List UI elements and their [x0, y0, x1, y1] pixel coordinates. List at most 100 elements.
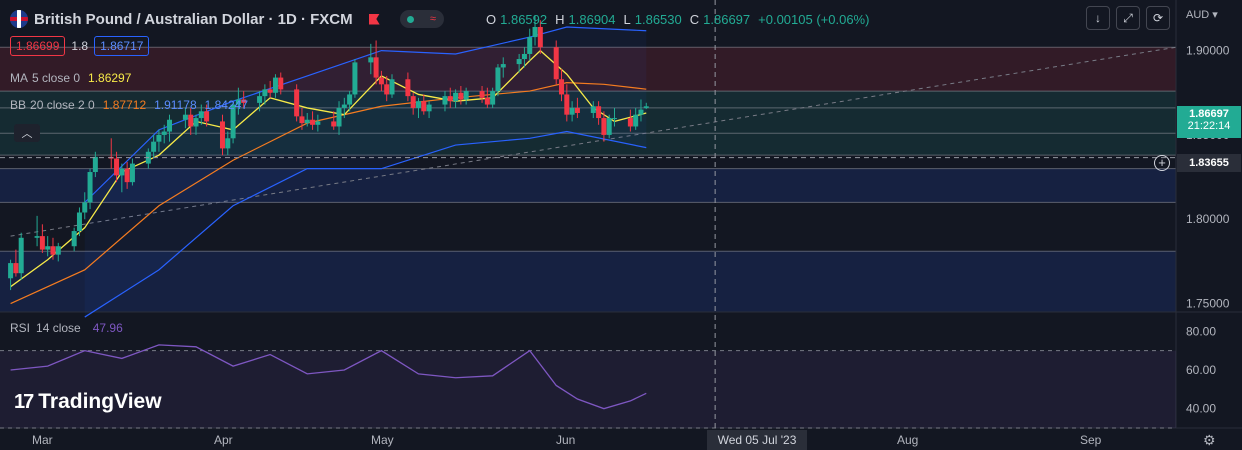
rsi-legend[interactable]: RSI 14 close 47.96 — [10, 321, 123, 335]
rsi-value: 47.96 — [92, 321, 123, 335]
candle-body-0 — [8, 263, 14, 279]
price-zone-3 — [0, 251, 1176, 312]
candle-body-59 — [447, 96, 453, 102]
candle-body-32 — [241, 99, 247, 103]
candle-body-31 — [235, 99, 241, 105]
candle-body-46 — [347, 94, 353, 105]
ohlc-readout: O 1.86592 H 1.86904 L 1.86530 C 1.86697 +0.0… — [486, 12, 873, 27]
buy-button[interactable]: 1.86717 — [94, 36, 150, 56]
candle-body-2 — [18, 237, 24, 274]
pair-flag-icon — [10, 10, 28, 28]
expand-icon: ⤢ — [1123, 10, 1133, 25]
candle-body-55 — [415, 101, 421, 108]
arrow-down-icon: ↓ — [1095, 11, 1101, 25]
candle-body-52 — [389, 79, 395, 95]
rsi-pane — [0, 344, 1176, 429]
price-axis: 1.900001.850001.800001.7500080.0060.0040… — [1186, 44, 1230, 416]
symbol-title[interactable]: British Pound / Australian Dollar · 1D ·… — [34, 10, 353, 28]
rsi-params: 14 close — [36, 321, 81, 335]
candle-body-64 — [484, 97, 490, 105]
candle-body-60 — [453, 92, 459, 102]
currency-selector[interactable]: AUD ▾ — [1186, 9, 1218, 21]
candle-body-43 — [331, 121, 337, 127]
price-zone-2 — [0, 168, 1176, 203]
rsi-tick-0: 80.00 — [1186, 324, 1216, 338]
candle-body-27 — [204, 111, 210, 122]
candle-body-1 — [13, 263, 19, 274]
candle-body-28 — [219, 121, 225, 149]
spread-value: 1.8 — [71, 39, 89, 53]
candle-body-26 — [198, 111, 204, 119]
sell-button[interactable]: 1.86699 — [10, 36, 66, 56]
candle-body-17 — [129, 163, 135, 183]
candle-body-23 — [182, 114, 188, 120]
candle-body-48 — [368, 57, 374, 63]
bb-legend[interactable]: BB 20 close 2 0 1.87712 1.91178 1.84247 — [10, 98, 248, 112]
rsi-line — [10, 344, 647, 410]
time-label-aug: Aug — [897, 433, 919, 447]
candle-body-70 — [527, 37, 533, 54]
candle-body-20 — [156, 134, 162, 142]
candle-body-68 — [516, 59, 522, 65]
bollinger-upper-line — [84, 26, 647, 203]
refresh-icon: ⟳ — [1152, 11, 1164, 25]
candle-body-86 — [643, 106, 649, 109]
refresh-button[interactable]: ⟳ — [1146, 6, 1170, 30]
candle-body-3 — [34, 236, 40, 238]
candle-body-82 — [611, 118, 617, 120]
crosshair-price-tag: 1.83655 — [1177, 154, 1241, 172]
chart-settings-button[interactable]: ⚙ — [1203, 432, 1216, 449]
low-key: L — [623, 12, 631, 27]
gear-icon: ⚙ — [1203, 432, 1216, 448]
symbol-header: British Pound / Australian Dollar · 1D ·… — [10, 8, 444, 30]
market-status-pill[interactable]: ≈ — [399, 10, 444, 28]
ma-legend[interactable]: MA 5 close 0 1.86297 — [10, 71, 131, 85]
candle-body-66 — [495, 67, 501, 92]
low-value: 1.86530 — [634, 12, 682, 27]
add-alert-plus-icon[interactable]: + — [1154, 155, 1170, 171]
bb-upper-value: 1.91178 — [154, 98, 197, 112]
candle-body-50 — [378, 77, 384, 85]
candle-body-14 — [114, 158, 120, 176]
bollinger-basis-line — [10, 82, 647, 305]
candle-body-58 — [442, 96, 448, 105]
candle-body-41 — [310, 119, 316, 125]
currency-label: AUD — [1186, 9, 1210, 21]
candle-body-62 — [463, 91, 469, 100]
rsi-band-fill — [0, 350, 1176, 428]
crosshair-date-tag: Wed 05 Jul '23 — [707, 430, 807, 450]
fullscreen-button[interactable]: ⤢ — [1116, 6, 1140, 30]
candle-body-61 — [458, 92, 464, 100]
scroll-down-button[interactable]: ↓ — [1086, 6, 1110, 30]
last-price-tag: 1.86697 21:22:14 — [1177, 106, 1241, 138]
flag-marker-icon[interactable] — [368, 13, 380, 25]
candle-body-24 — [188, 114, 194, 127]
candle-body-40 — [304, 119, 310, 124]
candle-body-73 — [553, 47, 559, 80]
candle-body-42 — [315, 121, 321, 125]
time-label-apr: Apr — [214, 433, 233, 447]
time-label-mar: Mar — [32, 433, 53, 447]
last-price: 1.86697 — [1189, 108, 1229, 120]
candle-body-6 — [50, 246, 56, 255]
collapse-legend-button[interactable]: ︿ — [14, 124, 40, 142]
candle-body-29 — [225, 138, 231, 149]
candles — [8, 15, 649, 291]
candle-body-34 — [262, 89, 268, 97]
tradingview-logo[interactable]: 17 TradingView — [14, 390, 162, 414]
candle-body-19 — [151, 141, 157, 152]
candle-body-54 — [410, 96, 416, 108]
chevron-up-icon: ︿ — [21, 128, 33, 140]
candle-body-11 — [87, 172, 93, 203]
candle-body-77 — [574, 107, 580, 113]
candle-body-57 — [426, 104, 432, 112]
bb-label: BB — [10, 98, 27, 112]
candle-body-12 — [92, 156, 98, 173]
price-levels — [0, 46, 1176, 252]
candle-body-16 — [124, 168, 130, 183]
crosshair — [0, 0, 1176, 428]
candle-body-25 — [193, 118, 199, 127]
candle-body-53 — [405, 79, 411, 97]
